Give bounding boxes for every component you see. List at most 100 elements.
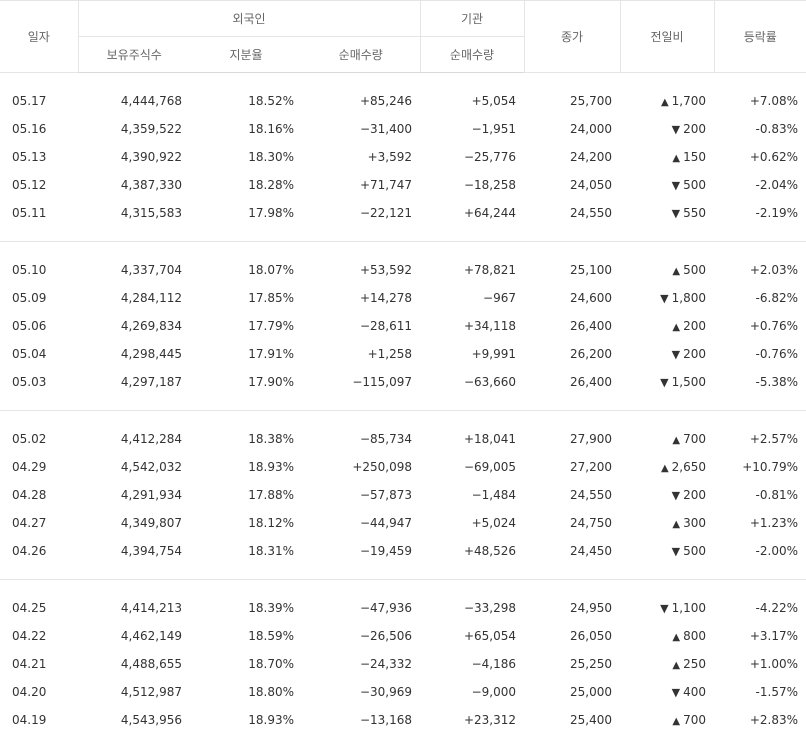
triangle-down-icon: ▼ bbox=[672, 348, 680, 361]
ratio-cell: 18.70% bbox=[190, 650, 302, 678]
change-value: 400 bbox=[683, 685, 706, 699]
foreign-net-cell: +1,258 bbox=[302, 340, 420, 368]
holdings-cell: 4,269,834 bbox=[78, 312, 190, 340]
inst-net-cell: −18,258 bbox=[420, 171, 524, 199]
foreign-net-cell: −31,400 bbox=[302, 115, 420, 143]
change-value: 500 bbox=[683, 263, 706, 277]
rate-cell: -0.81% bbox=[714, 481, 806, 509]
change-cell: ▼500 bbox=[620, 537, 714, 565]
close-cell: 25,250 bbox=[524, 650, 620, 678]
change-value: 1,800 bbox=[672, 291, 706, 305]
holdings-cell: 4,387,330 bbox=[78, 171, 190, 199]
close-cell: 25,100 bbox=[524, 256, 620, 284]
group-spacer-cell bbox=[0, 242, 806, 256]
foreign-net-cell: −30,969 bbox=[302, 678, 420, 706]
holdings-cell: 4,543,956 bbox=[78, 706, 190, 734]
date-cell: 04.27 bbox=[0, 509, 78, 537]
triangle-down-icon: ▼ bbox=[660, 292, 668, 305]
holdings-cell: 4,488,655 bbox=[78, 650, 190, 678]
foreign-net-cell: −24,332 bbox=[302, 650, 420, 678]
header-institution: 기관 bbox=[420, 1, 524, 37]
rate-cell: +2.57% bbox=[714, 425, 806, 453]
rate-cell: -0.83% bbox=[714, 115, 806, 143]
ratio-cell: 18.93% bbox=[190, 706, 302, 734]
change-value: 1,500 bbox=[672, 375, 706, 389]
change-value: 300 bbox=[683, 516, 706, 530]
close-cell: 24,750 bbox=[524, 509, 620, 537]
date-cell: 05.04 bbox=[0, 340, 78, 368]
foreign-net-cell: −13,168 bbox=[302, 706, 420, 734]
change-cell: ▲150 bbox=[620, 143, 714, 171]
change-cell: ▼200 bbox=[620, 340, 714, 368]
change-value: 150 bbox=[683, 150, 706, 164]
change-value: 1,700 bbox=[672, 94, 706, 108]
close-cell: 26,050 bbox=[524, 622, 620, 650]
ratio-cell: 18.52% bbox=[190, 87, 302, 115]
change-cell: ▲1,700 bbox=[620, 87, 714, 115]
group-spacer bbox=[0, 411, 806, 425]
triangle-up-icon: ▲ bbox=[672, 632, 680, 643]
ratio-cell: 17.90% bbox=[190, 368, 302, 396]
triangle-up-icon: ▲ bbox=[672, 153, 680, 164]
header-foreign-net: 순매수량 bbox=[302, 37, 420, 73]
header-holdings: 보유주식수 bbox=[78, 37, 190, 73]
foreign-net-cell: +250,098 bbox=[302, 453, 420, 481]
triangle-down-icon: ▼ bbox=[660, 602, 668, 615]
change-cell: ▼1,100 bbox=[620, 594, 714, 622]
holdings-cell: 4,444,768 bbox=[78, 87, 190, 115]
date-cell: 05.03 bbox=[0, 368, 78, 396]
change-value: 200 bbox=[683, 347, 706, 361]
rate-cell: +1.23% bbox=[714, 509, 806, 537]
date-cell: 05.10 bbox=[0, 256, 78, 284]
ratio-cell: 18.12% bbox=[190, 509, 302, 537]
group-spacer bbox=[0, 396, 806, 411]
ratio-cell: 17.91% bbox=[190, 340, 302, 368]
group-spacer bbox=[0, 227, 806, 242]
foreign-net-cell: +85,246 bbox=[302, 87, 420, 115]
inst-net-cell: +65,054 bbox=[420, 622, 524, 650]
change-cell: ▲500 bbox=[620, 256, 714, 284]
date-cell: 05.17 bbox=[0, 87, 78, 115]
close-cell: 24,550 bbox=[524, 199, 620, 227]
holdings-cell: 4,414,213 bbox=[78, 594, 190, 622]
rate-cell: +2.83% bbox=[714, 706, 806, 734]
change-cell: ▲200 bbox=[620, 312, 714, 340]
holdings-cell: 4,315,583 bbox=[78, 199, 190, 227]
change-value: 500 bbox=[683, 544, 706, 558]
holdings-cell: 4,359,522 bbox=[78, 115, 190, 143]
header-inst-net: 순매수량 bbox=[420, 37, 524, 73]
inst-net-cell: +9,991 bbox=[420, 340, 524, 368]
foreign-net-cell: −115,097 bbox=[302, 368, 420, 396]
ratio-cell: 18.59% bbox=[190, 622, 302, 650]
date-cell: 05.11 bbox=[0, 199, 78, 227]
ratio-cell: 18.93% bbox=[190, 453, 302, 481]
inst-net-cell: −25,776 bbox=[420, 143, 524, 171]
group-spacer bbox=[0, 734, 806, 748]
rate-cell: -6.82% bbox=[714, 284, 806, 312]
triangle-down-icon: ▼ bbox=[672, 686, 680, 699]
date-cell: 04.25 bbox=[0, 594, 78, 622]
change-cell: ▼500 bbox=[620, 171, 714, 199]
date-cell: 04.26 bbox=[0, 537, 78, 565]
holdings-cell: 4,512,987 bbox=[78, 678, 190, 706]
group-spacer-cell bbox=[0, 565, 806, 580]
foreign-net-cell: +71,747 bbox=[302, 171, 420, 199]
group-spacer-cell bbox=[0, 411, 806, 425]
group-spacer bbox=[0, 73, 806, 88]
close-cell: 26,400 bbox=[524, 368, 620, 396]
change-cell: ▼1,500 bbox=[620, 368, 714, 396]
ratio-cell: 18.30% bbox=[190, 143, 302, 171]
foreign-net-cell: −57,873 bbox=[302, 481, 420, 509]
triangle-up-icon: ▲ bbox=[672, 519, 680, 530]
holdings-cell: 4,462,149 bbox=[78, 622, 190, 650]
